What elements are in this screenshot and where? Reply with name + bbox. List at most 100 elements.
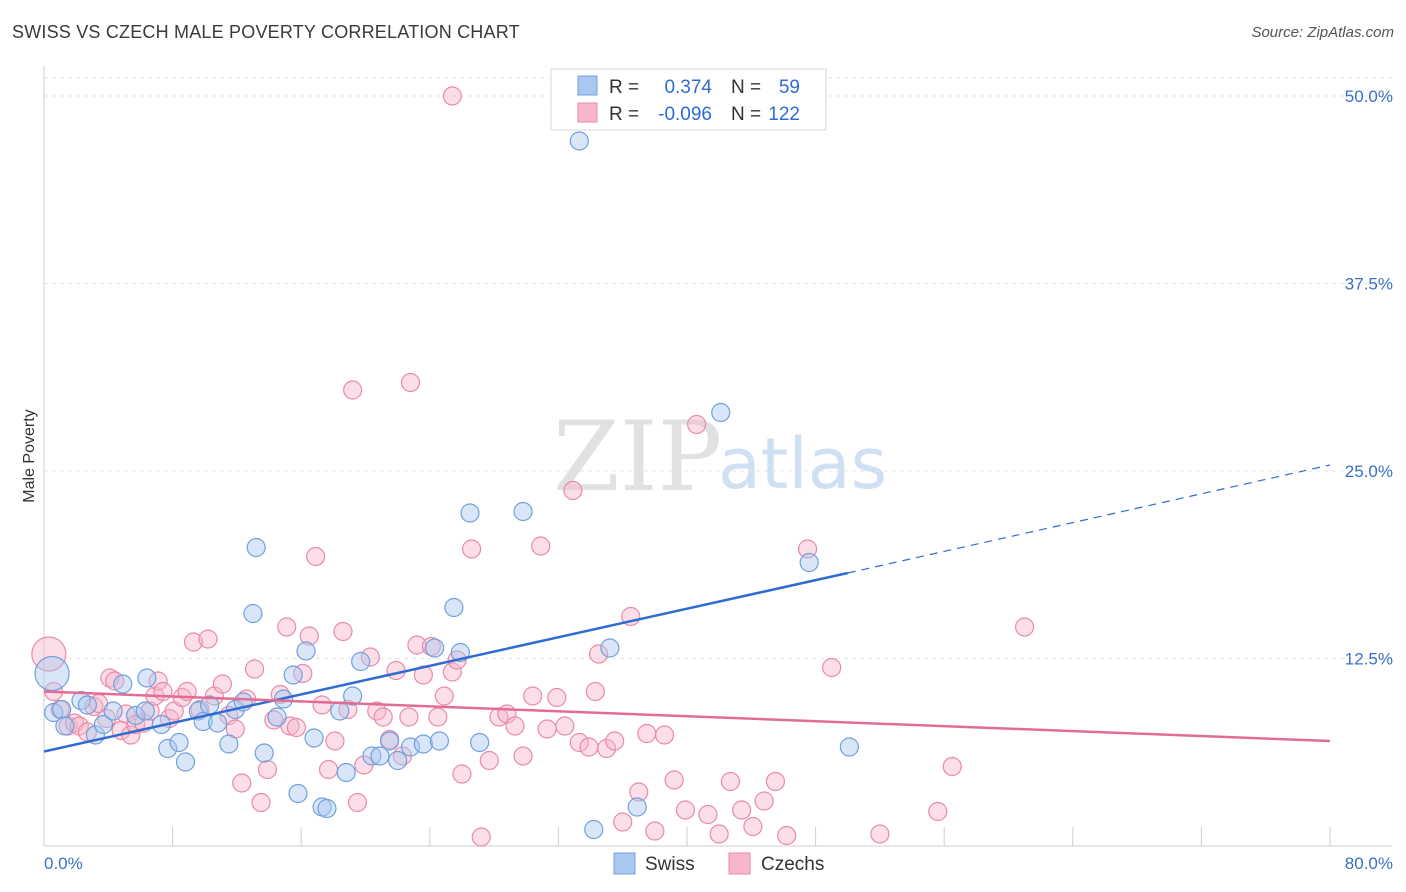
swiss-point xyxy=(584,819,604,840)
czechs-point xyxy=(709,824,729,844)
legend-swatch-swiss xyxy=(577,75,598,96)
czechs-point xyxy=(531,536,551,556)
swiss-point xyxy=(126,705,146,726)
czechs-point xyxy=(687,414,707,435)
swiss-point xyxy=(254,743,274,763)
swiss-point xyxy=(135,701,155,721)
czechs-point xyxy=(153,681,173,702)
legend-r-value-czechs: -0.096 xyxy=(658,104,712,125)
czechs-point xyxy=(563,480,583,501)
czechs-point xyxy=(555,716,575,736)
czechs-point xyxy=(505,716,525,736)
x-axis-min-label: 0.0% xyxy=(44,854,83,873)
czechs-point xyxy=(140,701,160,721)
swiss-point xyxy=(330,701,350,721)
swiss-point xyxy=(137,668,157,688)
czechs-point xyxy=(743,816,763,837)
swiss-point xyxy=(283,665,303,685)
czechs-point xyxy=(232,773,252,793)
y-tick-label: 50.0% xyxy=(1345,87,1393,106)
swiss-point xyxy=(460,503,480,523)
swiss-point xyxy=(413,734,433,754)
czechs-point xyxy=(732,800,752,820)
swiss-point xyxy=(103,701,123,721)
swiss-point xyxy=(288,783,308,804)
czechs-point xyxy=(720,771,741,792)
swiss-trend-extension xyxy=(847,464,1331,574)
czechs-point xyxy=(822,657,842,678)
swiss-point xyxy=(77,695,98,715)
czechs-point xyxy=(347,792,368,813)
czechs-point xyxy=(325,731,345,751)
czechs-point xyxy=(373,707,393,727)
source-credit: Source: ZipAtlas.com xyxy=(1251,24,1394,41)
swiss-point xyxy=(351,651,371,672)
legend-r-value-swiss: 0.374 xyxy=(664,77,712,98)
legend-swatch-czechs xyxy=(577,102,598,123)
swiss-point xyxy=(627,797,647,817)
czechs-point xyxy=(312,695,332,715)
czechs-point xyxy=(471,827,491,847)
swiss-point xyxy=(429,731,450,751)
czechs-point xyxy=(97,708,117,729)
swiss-point xyxy=(600,638,620,658)
swiss-point xyxy=(425,638,445,658)
czechs-point xyxy=(547,687,567,708)
swiss-point xyxy=(317,798,337,819)
swiss-trend-line xyxy=(43,571,849,753)
swiss-point xyxy=(343,686,363,706)
swiss-point xyxy=(370,746,390,766)
trend-lines xyxy=(43,464,1331,753)
czechs-point xyxy=(399,707,419,727)
swiss-point xyxy=(169,732,189,753)
swiss-point xyxy=(470,732,490,753)
czechs-point xyxy=(579,737,599,757)
czechs-point xyxy=(537,719,557,739)
y-axis-label: Male Poverty xyxy=(21,409,38,502)
series-label-swiss: Swiss xyxy=(645,854,695,875)
czechs-point xyxy=(698,804,718,825)
czechs-point xyxy=(629,782,649,802)
czechs-point xyxy=(244,659,265,679)
watermark-atlas: atlas xyxy=(718,423,887,505)
swiss-point xyxy=(711,402,731,423)
swiss-point xyxy=(444,597,464,618)
swiss-point xyxy=(296,641,316,661)
czechs-point xyxy=(421,636,442,657)
czechs-point xyxy=(318,759,339,780)
czechs-point xyxy=(664,770,684,790)
czechs-point xyxy=(343,380,363,400)
czechs-point xyxy=(613,812,633,832)
swiss-point xyxy=(304,728,324,748)
czechs-point xyxy=(928,801,948,822)
czechs-point xyxy=(198,629,218,649)
czechs-point xyxy=(654,725,675,745)
czechs-point xyxy=(479,750,499,771)
legend-r-label-czechs: R = xyxy=(609,104,639,125)
czechs-point xyxy=(31,636,67,672)
czechs-point xyxy=(251,792,271,813)
czechs-point xyxy=(513,746,533,766)
series-swatch-swiss xyxy=(613,852,636,875)
czechs-point xyxy=(765,771,786,792)
swiss-point xyxy=(336,762,356,783)
series-label-czechs: Czechs xyxy=(761,854,824,875)
swiss-point xyxy=(93,714,114,735)
czechs-trend-line xyxy=(43,690,1331,743)
swiss-point xyxy=(219,734,239,754)
swiss-point xyxy=(175,752,196,772)
swiss-point xyxy=(113,674,133,694)
czechs-points xyxy=(31,86,1035,847)
series-legend: Swiss Czechs xyxy=(613,852,824,875)
czechs-point xyxy=(452,764,472,784)
czechs-point xyxy=(299,626,319,646)
swiss-point xyxy=(243,603,263,624)
y-tick-label: 12.5% xyxy=(1345,650,1393,669)
swiss-point xyxy=(246,537,266,558)
swiss-point xyxy=(362,746,382,766)
legend-n-label-czechs: N = xyxy=(731,104,761,125)
czechs-point xyxy=(569,732,589,753)
czechs-point xyxy=(277,617,297,637)
legend-n-label-swiss: N = xyxy=(731,77,761,98)
czechs-point xyxy=(293,663,313,684)
